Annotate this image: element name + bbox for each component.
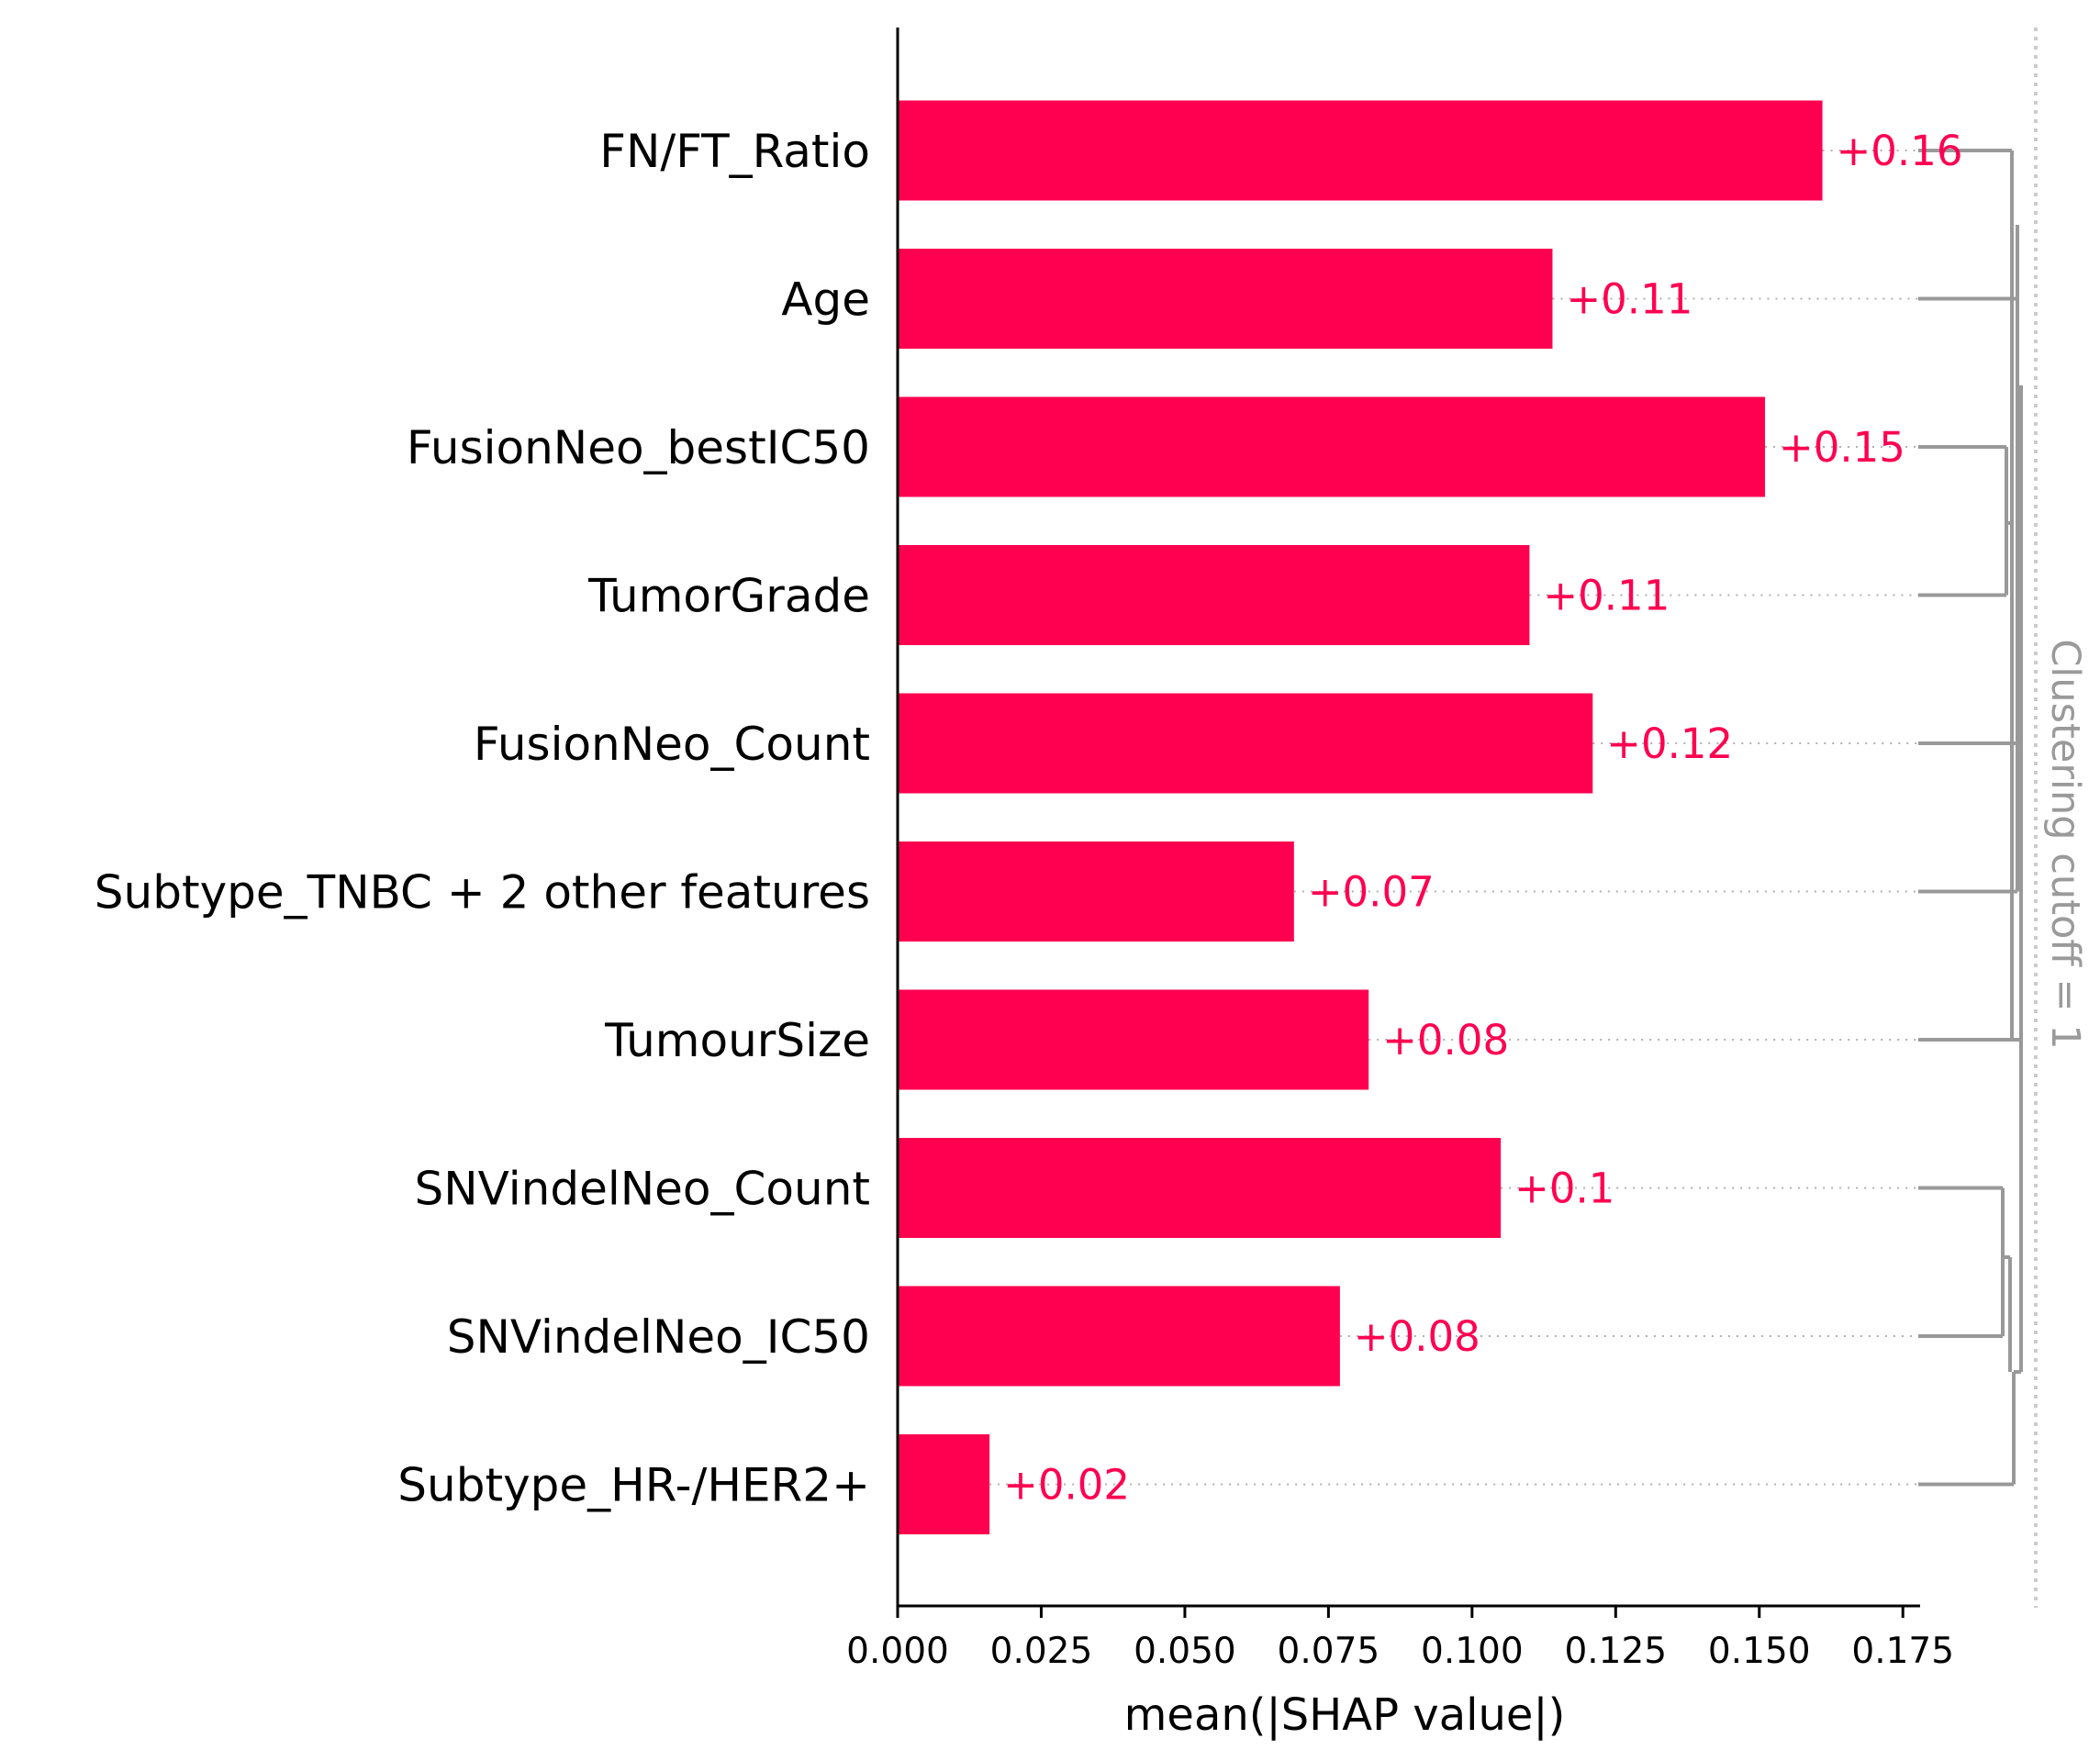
feature-label: FusionNeo_Count <box>474 718 870 771</box>
clustering-cutoff-label: Clustering cutoff = 1 <box>2042 639 2088 1049</box>
feature-label: FN/FT_Ratio <box>599 125 870 178</box>
value-label: +0.11 <box>1566 275 1692 324</box>
bar <box>898 249 1553 349</box>
bar <box>898 693 1593 794</box>
dendrogram <box>1918 149 2023 1487</box>
bar <box>898 545 1530 645</box>
feature-labels: FN/FT_Ratio Age FusionNeo_bestIC50 TumorGra… <box>95 125 870 1512</box>
dotted-guides <box>989 150 1918 1486</box>
x-tick-label: 0.025 <box>990 1631 1093 1672</box>
value-label: +0.12 <box>1606 719 1733 768</box>
bar <box>898 100 1823 201</box>
x-tick-label: 0.000 <box>846 1631 949 1672</box>
value-label: +0.15 <box>1779 423 1905 472</box>
x-tick-label: 0.175 <box>1851 1631 1954 1672</box>
bars <box>898 100 1823 1534</box>
feature-label: SNVindelNeo_IC50 <box>447 1310 870 1364</box>
value-label: +0.07 <box>1308 868 1435 917</box>
bar <box>898 1434 990 1534</box>
value-label: +0.16 <box>1837 127 1963 175</box>
x-tick-label: 0.050 <box>1134 1631 1236 1672</box>
bar <box>898 1138 1502 1238</box>
value-label: +0.1 <box>1514 1165 1614 1213</box>
x-tick-label: 0.150 <box>1708 1631 1811 1672</box>
bar <box>898 1286 1340 1387</box>
x-tick-label: 0.100 <box>1421 1631 1524 1672</box>
x-axis-title: mean(|SHAP value|) <box>1124 1689 1566 1741</box>
value-label: +0.02 <box>1003 1461 1130 1510</box>
feature-label: FusionNeo_bestIC50 <box>407 421 870 474</box>
feature-label: Age <box>781 273 870 327</box>
value-label: +0.08 <box>1354 1312 1480 1361</box>
feature-label: TumourSize <box>604 1014 870 1067</box>
feature-label: Subtype_HR-/HER2+ <box>397 1459 870 1512</box>
feature-label: SNVindelNeo_Count <box>415 1163 870 1216</box>
value-label: +0.08 <box>1382 1016 1509 1064</box>
x-tick-label: 0.075 <box>1278 1631 1380 1672</box>
x-tick-label: 0.125 <box>1564 1631 1667 1672</box>
feature-label: Subtype_TNBC + 2 other features <box>95 866 870 920</box>
axes: 0.000 0.025 0.050 0.075 0.100 0.125 0.150 0.175 <box>846 28 1954 1672</box>
value-label: +0.11 <box>1543 572 1670 620</box>
bar <box>898 396 1766 497</box>
feature-label: TumorGrade <box>587 570 870 623</box>
bar <box>898 989 1369 1090</box>
value-labels: +0.16 +0.11 +0.15 +0.11 +0.12 +0.07 +0.08 +0.1 +… <box>1003 127 1962 1510</box>
bar <box>898 841 1294 942</box>
